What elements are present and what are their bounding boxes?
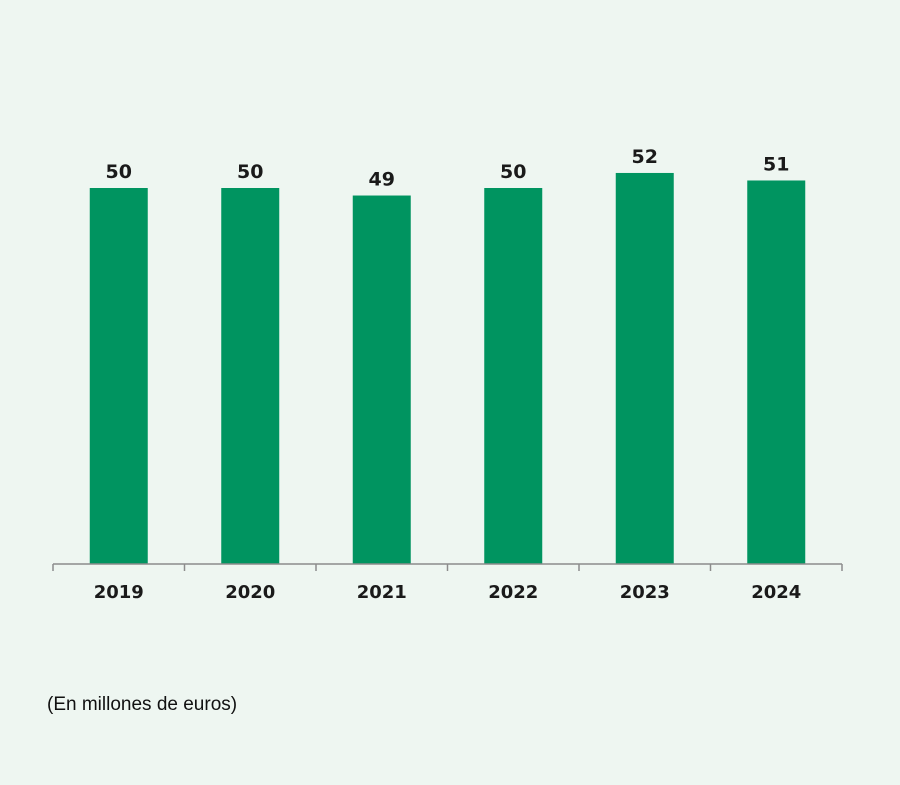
x-axis: 2019 2020 2021 2022 2023 2024: [52, 563, 843, 603]
bar-2024: [747, 180, 806, 565]
value-label-2023: 52: [632, 146, 658, 168]
x-tick-label-2019: 2019: [94, 582, 144, 603]
x-tick-label-2024: 2024: [751, 582, 801, 603]
x-tick-label-2023: 2023: [620, 582, 670, 603]
x-tick-label-2022: 2022: [488, 582, 538, 603]
x-tick-label-2020: 2020: [225, 582, 275, 603]
bar-2022: [484, 188, 543, 564]
bar-2021: [352, 195, 411, 564]
value-labels-group: 50 50 49 50 52 51: [106, 146, 790, 191]
bar-2020: [221, 188, 280, 564]
unit-footnote: (En millones de euros): [47, 694, 238, 715]
value-label-2019: 50: [106, 161, 132, 183]
bar-2023: [615, 172, 674, 564]
value-label-2021: 49: [369, 169, 395, 191]
value-label-2024: 51: [763, 153, 789, 175]
value-label-2022: 50: [500, 161, 526, 183]
x-tick-label-2021: 2021: [357, 582, 407, 603]
bars-group: [89, 172, 806, 565]
bar-2019: [89, 188, 148, 564]
value-label-2020: 50: [237, 161, 263, 183]
